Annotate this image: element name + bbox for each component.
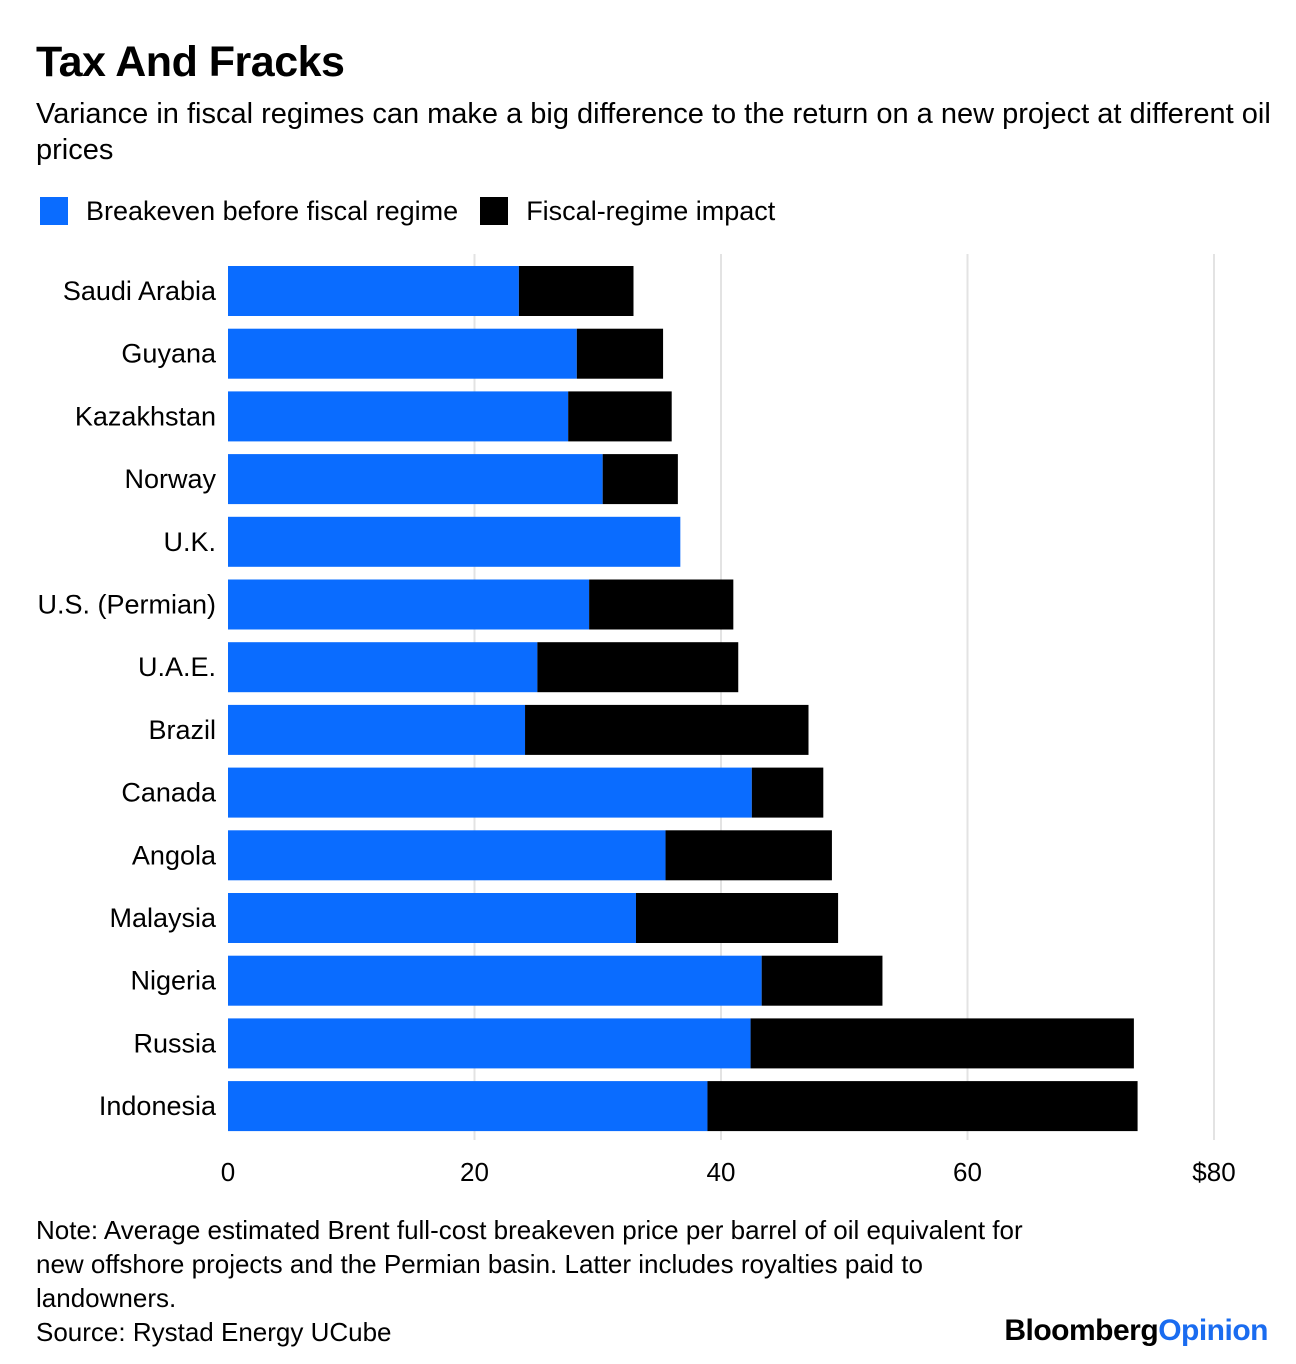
bar-u-a-e-breakeven <box>228 642 538 693</box>
x-tick-label: 60 <box>953 1157 982 1187</box>
bar-russia-breakeven <box>228 1018 751 1069</box>
bar-indonesia-breakeven <box>228 1081 708 1132</box>
gridlines <box>473 254 1215 1140</box>
category-label-indonesia: Indonesia <box>99 1091 217 1121</box>
bar-malaysia-fiscal-impact <box>635 893 839 943</box>
bar-saudi-arabia-fiscal-impact <box>518 266 634 316</box>
bar-kazakhstan-breakeven <box>228 391 569 442</box>
legend-item-fiscal-impact: Fiscal-regime impact <box>480 196 775 227</box>
bar-guyana-fiscal-impact <box>576 328 664 379</box>
category-label-russia: Russia <box>133 1028 217 1058</box>
bar-u-a-e-fiscal-impact <box>537 642 739 693</box>
bar-angola-fiscal-impact <box>665 830 832 881</box>
legend: Breakeven before fiscal regime Fiscal-re… <box>40 194 797 228</box>
bar-nigeria-fiscal-impact <box>761 955 883 1006</box>
category-labels: Saudi Arabia Guyana Kazakhstan Norway U.K. U.… <box>37 276 217 1121</box>
category-label-canada: Canada <box>121 778 217 808</box>
category-label-brazil: Brazil <box>148 715 216 745</box>
category-label-malaysia: Malaysia <box>109 903 217 933</box>
x-tick-label: 0 <box>221 1157 235 1187</box>
source-note: Source: Rystad Energy UCube <box>36 1317 392 1347</box>
x-axis-ticks: 0 20 40 60 $80 <box>221 1157 1236 1187</box>
bar-chart: Saudi Arabia Guyana Kazakhstan Norway U.K. U.… <box>37 254 1236 1187</box>
bar-nigeria-breakeven <box>228 955 762 1006</box>
footnote: Note: Average estimated Brent full-cost … <box>36 1215 1023 1313</box>
bar-norway-fiscal-impact <box>602 454 678 505</box>
brand-bloomberg: Bloomberg <box>1004 1314 1159 1347</box>
bars <box>228 266 1138 1132</box>
bar-canada-breakeven <box>228 767 752 818</box>
bar-u-s-permian-breakeven <box>228 579 590 630</box>
category-label-u-s-permian: U.S. (Permian) <box>37 590 216 620</box>
x-tick-label: 20 <box>460 1157 489 1187</box>
bar-u-s-permian-fiscal-impact <box>589 579 734 630</box>
bar-canada-fiscal-impact <box>751 767 824 818</box>
bar-russia-fiscal-impact <box>750 1018 1134 1069</box>
brand-opinion: Opinion <box>1158 1314 1268 1347</box>
x-tick-label: $80 <box>1192 1157 1235 1187</box>
category-label-u-k: U.K. <box>163 527 216 557</box>
category-label-nigeria: Nigeria <box>130 966 217 996</box>
bar-saudi-arabia-breakeven <box>228 266 519 316</box>
legend-item-breakeven: Breakeven before fiscal regime <box>40 196 458 227</box>
category-label-saudi-arabia: Saudi Arabia <box>63 276 217 306</box>
legend-label-fiscal-impact: Fiscal-regime impact <box>526 195 776 226</box>
category-label-guyana: Guyana <box>121 339 217 369</box>
x-tick-label: 40 <box>707 1157 736 1187</box>
category-label-u-a-e: U.A.E. <box>138 652 216 682</box>
chart-subtitle: Variance in fiscal regimes can make a bi… <box>36 98 1271 166</box>
legend-swatch-breakeven <box>40 197 68 225</box>
category-label-norway: Norway <box>124 464 216 494</box>
bar-malaysia-breakeven <box>228 893 636 943</box>
bar-angola-breakeven <box>228 830 666 881</box>
legend-swatch-fiscal-impact <box>480 197 509 225</box>
bar-kazakhstan-fiscal-impact <box>568 391 672 442</box>
bar-guyana-breakeven <box>228 328 577 379</box>
bar-brazil-fiscal-impact <box>525 704 809 755</box>
chart-title: Tax And Fracks <box>36 38 345 86</box>
bar-indonesia-fiscal-impact <box>707 1081 1138 1132</box>
bar-brazil-breakeven <box>228 704 526 755</box>
bar-norway-breakeven <box>228 454 603 505</box>
category-label-angola: Angola <box>132 840 217 870</box>
brand-logo: BloombergOpinion <box>1004 1314 1268 1348</box>
bar-u-k-breakeven <box>228 516 681 567</box>
category-label-kazakhstan: Kazakhstan <box>75 401 216 431</box>
legend-label-breakeven: Breakeven before fiscal regime <box>86 195 459 226</box>
